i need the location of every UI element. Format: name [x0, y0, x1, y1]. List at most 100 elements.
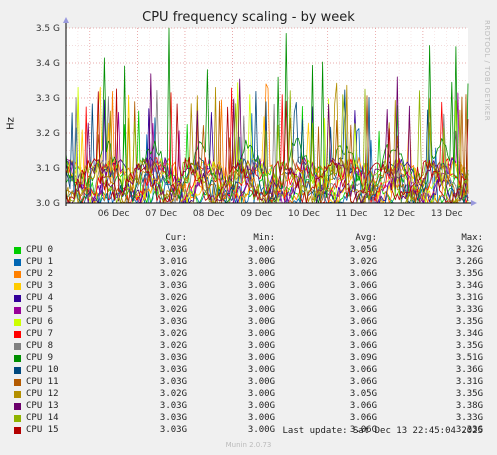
legend-max-value: 3.35G [455, 317, 483, 327]
legend-min-value: 3.00G [247, 329, 275, 339]
legend-min-value: 3.00G [247, 257, 275, 267]
legend-cur-value: 3.03G [159, 377, 187, 387]
legend-swatch [14, 343, 21, 350]
legend-min-value: 3.00G [247, 425, 275, 435]
legend-avg-value: 3.06G [349, 365, 377, 375]
legend-avg-value: 3.06G [349, 281, 377, 291]
legend-row: CPU 12 3.02G 3.00G 3.05G 3.35G [0, 389, 497, 401]
legend-max-value: 3.33G [455, 413, 483, 423]
legend-cur-value: 3.02G [159, 293, 187, 303]
legend-avg-value: 3.06G [349, 401, 377, 411]
legend-max-value: 3.36G [455, 365, 483, 375]
legend-series-name: CPU 8 [26, 341, 54, 351]
legend-max-value: 3.31G [455, 293, 483, 303]
legend-header: Cur: Min: Avg: Max: [0, 233, 497, 245]
legend-avg-value: 3.06G [349, 413, 377, 423]
x-tick-label: 07 Dec [145, 209, 177, 219]
series-layer [65, 27, 469, 204]
legend-swatch [14, 331, 21, 338]
legend-min-value: 3.00G [247, 269, 275, 279]
legend-avg-value: 3.05G [349, 389, 377, 399]
legend-swatch [14, 295, 21, 302]
axes: 3.0 G 3.1 G 3.2 G 3.3 G 3.4 G 3.5 G 06 Dec 07 D… [36, 17, 477, 219]
y-tick-label: 3.1 G [36, 164, 60, 174]
legend-min-value: 3.00G [247, 377, 275, 387]
legend-swatch [14, 307, 21, 314]
legend-max-value: 3.33G [455, 305, 483, 315]
legend-avg-value: 3.05G [349, 245, 377, 255]
header-cur: Cur: [165, 233, 187, 243]
legend-avg-value: 3.06G [349, 341, 377, 351]
legend-swatch [14, 391, 21, 398]
legend-series-name: CPU 12 [26, 389, 59, 399]
legend-swatch [14, 247, 21, 254]
legend-row: CPU 4 3.02G 3.00G 3.06G 3.31G [0, 293, 497, 305]
legend-row: CPU 7 3.02G 3.00G 3.06G 3.34G [0, 329, 497, 341]
legend-row: CPU 3 3.03G 3.00G 3.06G 3.34G [0, 281, 497, 293]
legend-min-value: 3.00G [247, 293, 275, 303]
legend-max-value: 3.33G [455, 425, 483, 435]
legend-series-name: CPU 15 [26, 425, 59, 435]
legend-min-value: 3.00G [247, 341, 275, 351]
y-axis-arrow [63, 17, 69, 23]
legend-swatch [14, 415, 21, 422]
last-update: Last update: Sat Dec 13 22:45:04 2025 [282, 426, 483, 436]
legend-cur-value: 3.03G [159, 245, 187, 255]
series-line [65, 88, 469, 204]
legend-max-value: 3.35G [455, 341, 483, 351]
legend-swatch [14, 271, 21, 278]
legend-min-value: 3.00G [247, 389, 275, 399]
legend-row: CPU 10 3.03G 3.00G 3.06G 3.36G [0, 365, 497, 377]
legend-cur-value: 3.02G [159, 269, 187, 279]
legend-max-value: 3.34G [455, 281, 483, 291]
legend-min-value: 3.00G [247, 353, 275, 363]
header-max: Max: [461, 233, 483, 243]
legend-avg-value: 3.02G [349, 257, 377, 267]
legend-cur-value: 3.03G [159, 401, 187, 411]
legend-cur-value: 3.03G [159, 353, 187, 363]
legend-row: CPU 11 3.03G 3.00G 3.06G 3.31G [0, 377, 497, 389]
legend-series-name: CPU 6 [26, 317, 54, 327]
legend-min-value: 3.00G [247, 365, 275, 375]
legend-min-value: 3.00G [247, 317, 275, 327]
legend-min-value: 3.00G [247, 281, 275, 291]
x-tick-label: 06 Dec [98, 209, 130, 219]
legend-swatch [14, 427, 21, 434]
legend-max-value: 3.35G [455, 389, 483, 399]
legend-cur-value: 3.03G [159, 413, 187, 423]
legend-avg-value: 3.06G [349, 377, 377, 387]
legend-avg-value: 3.06G [349, 317, 377, 327]
legend-cur-value: 3.03G [159, 425, 187, 435]
x-tick-label: 11 Dec [336, 209, 368, 219]
legend-swatch [14, 259, 21, 266]
legend-max-value: 3.32G [455, 245, 483, 255]
legend-row: CPU 14 3.03G 3.00G 3.06G 3.33G [0, 413, 497, 425]
y-tick-label: 3.5 G [36, 24, 60, 34]
chart-plot: 3.0 G 3.1 G 3.2 G 3.3 G 3.4 G 3.5 G 06 Dec 07 D… [36, 17, 477, 219]
chart-title: CPU frequency scaling - by week [142, 10, 355, 25]
legend-swatch [14, 403, 21, 410]
legend-cur-value: 3.03G [159, 281, 187, 291]
legend-series-name: CPU 11 [26, 377, 59, 387]
legend-min-value: 3.00G [247, 413, 275, 423]
legend-max-value: 3.26G [455, 257, 483, 267]
legend-row: CPU 2 3.02G 3.00G 3.06G 3.35G [0, 269, 497, 281]
legend-swatch [14, 379, 21, 386]
legend-cur-value: 3.01G [159, 257, 187, 267]
legend-swatch [14, 355, 21, 362]
legend-row: CPU 1 3.01G 3.00G 3.02G 3.26G [0, 257, 497, 269]
legend-row: CPU 0 3.03G 3.00G 3.05G 3.32G [0, 245, 497, 257]
legend-series-name: CPU 0 [26, 245, 54, 255]
legend-avg-value: 3.09G [349, 353, 377, 363]
legend-cur-value: 3.02G [159, 341, 187, 351]
legend-row: CPU 9 3.03G 3.00G 3.09G 3.51G [0, 353, 497, 365]
munin-footer: Munin 2.0.73 [225, 441, 272, 449]
legend-series-name: CPU 13 [26, 401, 59, 411]
legend-row: CPU 15 3.03G 3.00G 3.06G 3.33G [0, 425, 497, 437]
x-tick-label: 12 Dec [383, 209, 415, 219]
legend-max-value: 3.38G [455, 401, 483, 411]
x-tick-label: 10 Dec [288, 209, 320, 219]
legend-series-name: CPU 9 [26, 353, 54, 363]
legend-series-name: CPU 7 [26, 329, 54, 339]
legend-avg-value: 3.06G [349, 329, 377, 339]
